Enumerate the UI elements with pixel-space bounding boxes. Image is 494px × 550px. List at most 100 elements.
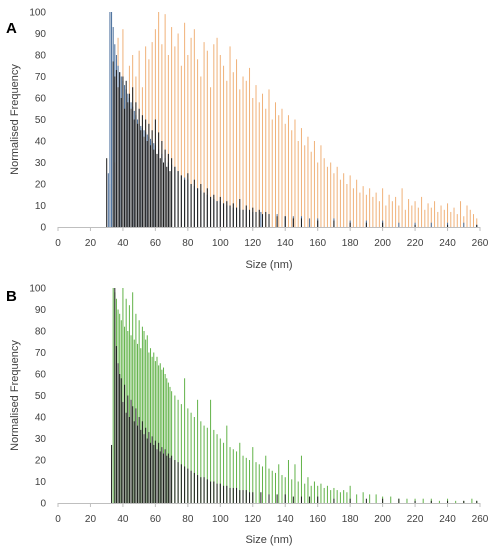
histogram-bar <box>317 162 319 227</box>
histogram-bar <box>343 173 345 227</box>
histogram-bar <box>112 288 114 503</box>
histogram-bar <box>219 55 221 227</box>
histogram-bar <box>112 61 114 228</box>
histogram-bar <box>153 444 155 503</box>
x-tick-label: 100 <box>212 238 229 249</box>
histogram-bar <box>141 326 143 503</box>
x-axis-title: Size (nm) <box>245 534 292 546</box>
series-dark-bars <box>111 288 478 503</box>
histogram-bar <box>398 222 400 227</box>
histogram-bar <box>171 455 173 503</box>
histogram-bar <box>166 378 168 503</box>
histogram-bar <box>167 382 169 503</box>
histogram-bar <box>125 412 127 503</box>
histogram-bar <box>200 76 202 227</box>
histogram-bar <box>414 224 416 227</box>
histogram-bar <box>166 166 168 227</box>
x-tick-label: 220 <box>407 514 424 525</box>
x-tick-label: 240 <box>439 514 456 525</box>
x-tick-label: 40 <box>117 514 129 525</box>
histogram-bar <box>268 494 270 503</box>
histogram-bar <box>284 216 286 227</box>
histogram-bar <box>424 209 426 227</box>
histogram-bar <box>427 203 429 227</box>
histogram-bar <box>150 348 152 503</box>
histogram-bar <box>132 406 134 503</box>
x-tick-label: 140 <box>277 238 294 249</box>
histogram-bar <box>453 207 455 227</box>
histogram-bar <box>232 449 234 503</box>
histogram-bar <box>406 498 408 503</box>
histogram-bar <box>375 494 377 503</box>
histogram-bar <box>245 490 247 503</box>
panel-a-chart: 0 10 20 30 40 50 60 70 80 90 100 0 20 40 60 80 100 120 140… <box>9 8 489 272</box>
histogram-bar <box>219 196 221 227</box>
histogram-bar <box>330 162 332 227</box>
histogram-bar <box>203 42 205 227</box>
histogram-bar <box>447 224 449 227</box>
histogram-bar <box>125 298 127 503</box>
histogram-bar <box>398 205 400 227</box>
histogram-bar <box>114 288 116 503</box>
y-tick-label: 100 <box>29 8 46 19</box>
histogram-bar <box>200 184 202 227</box>
histogram-bar <box>171 158 173 227</box>
histogram-bar <box>143 136 145 227</box>
histogram-bar <box>138 417 140 503</box>
histogram-bar <box>466 205 468 227</box>
histogram-bar <box>430 207 432 227</box>
histogram-bar <box>193 472 195 503</box>
histogram-bar <box>265 455 267 503</box>
histogram-bar <box>111 444 113 503</box>
histogram-bar <box>130 399 132 503</box>
x-tick-label: 0 <box>55 514 61 525</box>
histogram-bar <box>336 490 338 503</box>
histogram-bar <box>398 498 400 503</box>
y-tick-label: 80 <box>35 51 47 62</box>
histogram-bar <box>268 214 270 227</box>
histogram-bar <box>349 222 351 227</box>
histogram-bar <box>132 87 134 227</box>
histogram-bar <box>456 214 458 227</box>
histogram-bar <box>473 214 475 227</box>
histogram-bar <box>421 196 423 227</box>
histogram-bar <box>333 220 335 227</box>
histogram-bar <box>369 494 371 503</box>
panel-b-letter: B <box>6 288 17 305</box>
histogram-bar <box>187 173 189 227</box>
histogram-bar <box>455 500 457 503</box>
histogram-bar <box>226 425 228 503</box>
histogram-bar <box>262 93 264 227</box>
x-tick-label: 80 <box>182 514 194 525</box>
x-tick-label: 260 <box>472 238 489 249</box>
histogram-bar <box>213 44 215 227</box>
x-tick-label: 220 <box>407 238 424 249</box>
histogram-bar <box>226 485 228 503</box>
histogram-bar <box>180 175 182 227</box>
histogram-bar <box>434 201 436 227</box>
histogram-bar <box>242 455 244 503</box>
histogram-bar <box>151 130 153 227</box>
histogram-bar <box>109 12 111 227</box>
histogram-bar <box>271 470 273 503</box>
histogram-bar <box>159 451 161 503</box>
histogram-bar <box>346 184 348 227</box>
histogram-bar <box>239 89 241 228</box>
x-tick-label: 60 <box>150 238 162 249</box>
histogram-bar <box>158 442 160 503</box>
y-tick-label: 10 <box>35 477 47 488</box>
histogram-bar <box>203 477 205 503</box>
histogram-bar <box>333 173 335 227</box>
histogram-bar <box>304 145 306 227</box>
histogram-bar <box>317 496 319 503</box>
x-tick-label: 260 <box>472 514 489 525</box>
histogram-bar <box>417 207 419 227</box>
histogram-bar <box>206 479 208 503</box>
x-tick-label: 180 <box>342 238 359 249</box>
histogram-bar <box>223 442 225 503</box>
histogram-bar <box>258 102 260 227</box>
histogram-bar <box>171 391 173 503</box>
histogram-bar <box>146 335 148 503</box>
x-tick-label: 40 <box>117 238 129 249</box>
histogram-bar <box>127 102 129 227</box>
